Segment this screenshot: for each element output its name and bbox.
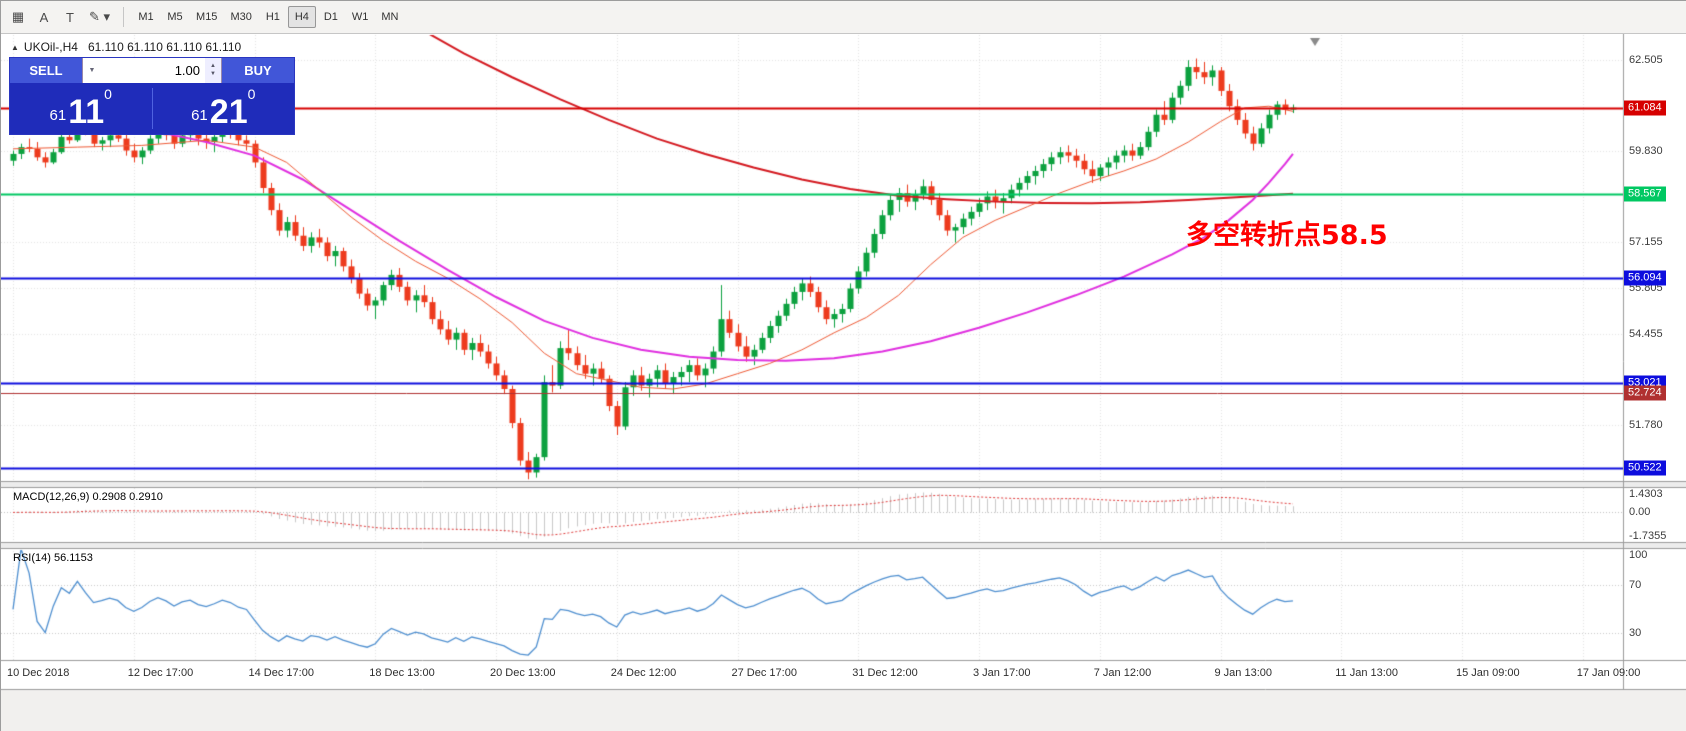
buy-button[interactable]: BUY: [222, 58, 294, 83]
time-label: 10 Dec 2018: [7, 667, 70, 679]
annotation-text-icon[interactable]: A: [39, 9, 49, 25]
timeframe-h1[interactable]: H1: [265, 11, 280, 23]
timeframe-group: M1 M5 M15 M30 H1 H4 D1 W1 MN: [132, 6, 404, 28]
symbol-header: ▲ UKOil-,H4 61.110 61.110 61.110 61.110: [11, 40, 241, 54]
price-badge: 56.094: [1624, 270, 1666, 286]
timeframe-m30[interactable]: M30: [230, 11, 252, 23]
time-label: 17 Jan 09:00: [1576, 667, 1641, 679]
rsi-indicator-label: RSI(14) 56.1153: [13, 552, 93, 564]
timeframe-m5[interactable]: M5: [167, 11, 183, 23]
timeframe-w1[interactable]: W1: [351, 11, 369, 23]
price-badge: 50.522: [1624, 460, 1666, 476]
price-tick-label: 51.780: [1629, 419, 1663, 432]
macd-axis-label: -1.7355: [1629, 530, 1667, 542]
sell-price-point: 0: [104, 86, 112, 102]
timeframe-m1[interactable]: M1: [138, 11, 154, 23]
sell-price[interactable]: 61 11 0: [10, 83, 152, 134]
time-label: 24 Dec 12:00: [610, 667, 677, 679]
sell-price-pips: 11: [68, 93, 105, 132]
buy-price-point: 0: [247, 86, 256, 102]
panel-splitter[interactable]: [1, 542, 1686, 549]
time-label: 3 Jan 17:00: [973, 667, 1031, 679]
one-click-trading-panel: SELL ▼ 1.00 ▲ ▼ BUY 61 11 0 61 21 0: [9, 57, 295, 135]
price-badge: 58.567: [1624, 186, 1666, 202]
volume-input[interactable]: 1.00: [101, 58, 205, 83]
timeframe-m15[interactable]: M15: [196, 11, 218, 23]
ohlc-values: 61.110 61.110 61.110 61.110: [87, 40, 242, 54]
time-label: 27 Dec 17:00: [731, 667, 797, 679]
sell-price-prefix: 61: [49, 107, 67, 124]
volume-dropdown-button[interactable]: ▼: [82, 58, 101, 83]
text-box-icon[interactable]: T: [66, 9, 74, 25]
price-divider: [151, 88, 153, 129]
time-label: 15 Jan 09:00: [1456, 667, 1520, 679]
quote-panel-controls: SELL ▼ 1.00 ▲ ▼ BUY: [10, 58, 294, 83]
toolbar-separator: [123, 7, 125, 27]
price-tick-label: 62.505: [1629, 54, 1663, 67]
rsi-axis-label: 100: [1629, 549, 1648, 561]
price-tick-label: 54.455: [1629, 328, 1663, 341]
panel-splitter[interactable]: [1, 481, 1686, 488]
tool-icon-group: ▦ A T ✎ ▾: [6, 5, 115, 29]
stepper-up-icon: ▲: [210, 63, 216, 70]
rsi-axis-label: 70: [1629, 579, 1642, 592]
collapse-panel-icon[interactable]: ▲: [11, 43, 19, 53]
macd-indicator-label: MACD(12,26,9) 0.2908 0.2910: [13, 491, 163, 503]
time-axis[interactable]: 10 Dec 2018 12 Dec 17:00 14 Dec 17:00 18 De…: [1, 662, 1640, 688]
macd-axis-label: 0.00: [1629, 506, 1651, 519]
symbol-title: UKOil-,H4: [23, 40, 78, 54]
buy-price[interactable]: 61 21 0: [153, 83, 295, 134]
time-label: 9 Jan 13:00: [1214, 667, 1273, 679]
chart-annotation[interactable]: 多空转折点58.5: [1186, 220, 1388, 251]
time-label: 20 Dec 13:00: [490, 667, 556, 679]
toolbar: ▦ A T ✎ ▾ M1 M5 M15 M30 H1 H4 D1 W1 MN: [1, 1, 1686, 34]
price-tick-label: 59.830: [1629, 145, 1663, 158]
time-label: 11 Jan 13:00: [1335, 667, 1399, 679]
buy-price-pips: 21: [209, 93, 248, 132]
grid-icon[interactable]: ▦: [11, 9, 25, 24]
price-tick-label: 57.155: [1629, 236, 1663, 249]
timeframe-h4[interactable]: H4: [287, 6, 316, 28]
volume-stepper[interactable]: ▲ ▼: [205, 58, 222, 83]
macd-axis-label: 1.4303: [1629, 488, 1663, 500]
price-badge: 52.724: [1624, 385, 1666, 401]
buy-price-prefix: 61: [191, 107, 208, 124]
time-label: 7 Jan 12:00: [1093, 667, 1152, 679]
stepper-down-icon: ▼: [210, 70, 216, 77]
time-label: 12 Dec 17:00: [127, 667, 194, 679]
draw-tool-icon[interactable]: ✎ ▾: [89, 9, 111, 24]
time-label: 18 Dec 13:00: [369, 667, 435, 679]
price-axis[interactable]: 62.505 59.830 57.155 55.805 54.455 51.780 61.0…: [1624, 34, 1686, 689]
time-label: 14 Dec 17:00: [248, 667, 314, 679]
time-label: 31 Dec 12:00: [852, 667, 918, 679]
caret-down-icon: ▼: [88, 67, 96, 74]
rsi-axis-label: 30: [1629, 627, 1642, 640]
timeframe-mn[interactable]: MN: [381, 11, 399, 23]
quote-panel-prices: 61 11 0 61 21 0: [10, 83, 294, 134]
price-badge: 61.084: [1624, 100, 1666, 116]
sell-button[interactable]: SELL: [10, 58, 82, 83]
timeframe-d1[interactable]: D1: [323, 11, 338, 23]
